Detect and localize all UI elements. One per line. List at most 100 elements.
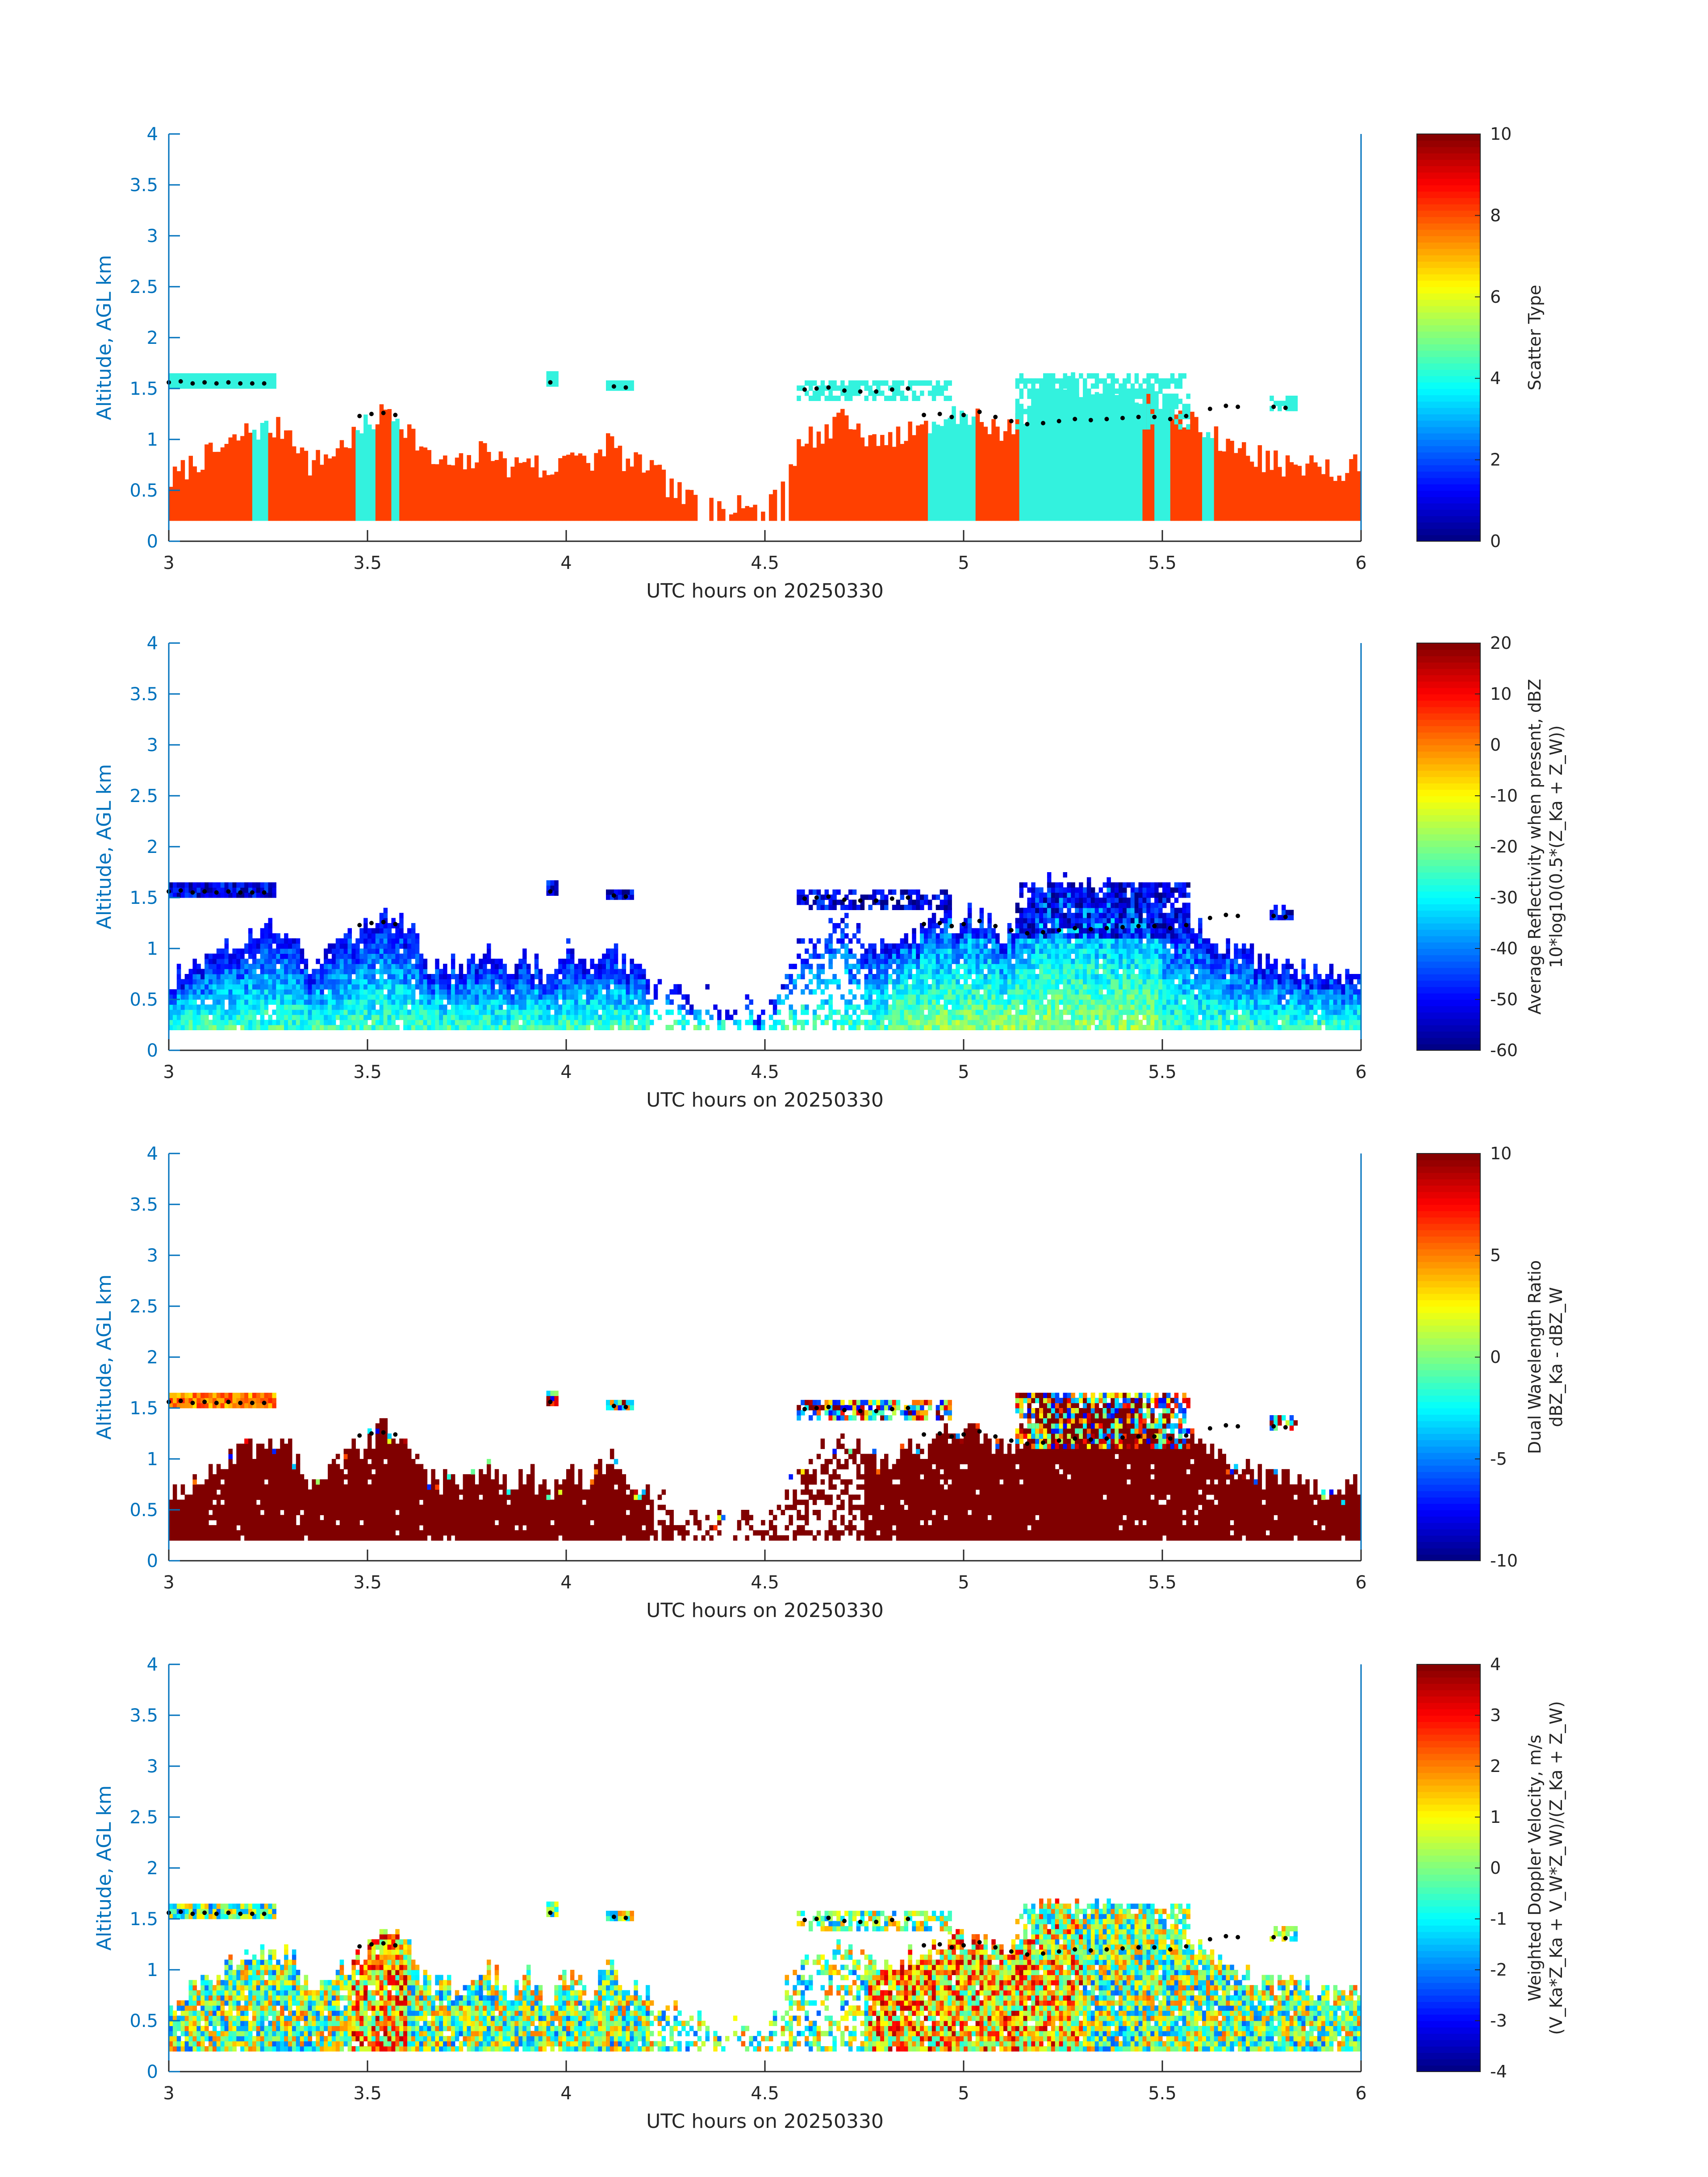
- data-cell: [912, 979, 916, 985]
- data-cell: [1083, 1025, 1087, 1030]
- data-cell: [1102, 918, 1107, 923]
- layer-cell: [240, 882, 245, 888]
- layer-cell: [1111, 383, 1115, 389]
- data-cell: [220, 994, 225, 1000]
- data-cell: [952, 1020, 956, 1025]
- data-cell: [1067, 892, 1071, 898]
- data-cell: [1035, 938, 1040, 944]
- data-cell: [558, 964, 563, 969]
- rain-column: [753, 505, 757, 521]
- data-cell: [1055, 949, 1060, 954]
- layer-cell: [816, 390, 821, 396]
- layer-cell: [1123, 907, 1127, 913]
- data-cell: [944, 979, 948, 985]
- data-cell: [614, 1009, 618, 1015]
- data-cell: [916, 964, 920, 969]
- data-cell: [892, 989, 897, 995]
- data-cell: [240, 958, 245, 964]
- layer-cell: [852, 380, 857, 386]
- data-cell: [872, 1009, 877, 1015]
- data-cell: [916, 958, 920, 964]
- rain-column: [312, 460, 316, 521]
- data-cell: [363, 994, 368, 1000]
- data-cell: [244, 989, 249, 995]
- data-cell: [355, 1020, 360, 1025]
- data-cell: [1071, 928, 1075, 934]
- data-cell: [184, 1025, 189, 1030]
- data-cell: [176, 994, 181, 1000]
- layer-cell: [1111, 923, 1115, 928]
- data-cell: [578, 1004, 583, 1010]
- data-cell: [964, 989, 968, 995]
- data-cell: [483, 979, 487, 985]
- data-cell: [232, 984, 237, 990]
- data-cell: [411, 1009, 416, 1015]
- data-cell: [479, 958, 483, 964]
- data-cell: [618, 1004, 622, 1010]
- data-cell: [296, 943, 301, 949]
- rain-column: [840, 409, 845, 521]
- layer-cell: [1107, 933, 1111, 939]
- data-cell: [944, 994, 948, 1000]
- data-cell: [439, 1004, 443, 1010]
- data-cell: [530, 1004, 535, 1010]
- layer-cell: [1051, 409, 1056, 414]
- data-cell: [964, 1015, 968, 1020]
- data-cell: [1075, 989, 1079, 995]
- data-cell: [991, 933, 996, 939]
- data-cell: [467, 999, 471, 1005]
- data-cell: [995, 979, 1000, 985]
- layer-cell: [172, 373, 177, 379]
- rain-column: [483, 443, 487, 521]
- data-cell: [1047, 979, 1052, 985]
- data-cell: [896, 958, 901, 964]
- data-cell: [248, 953, 253, 959]
- data-cell: [284, 949, 288, 954]
- data-cell: [1130, 928, 1135, 934]
- data-cell: [900, 943, 905, 949]
- data-cell: [1079, 943, 1083, 949]
- data-cell: [196, 1004, 201, 1010]
- data-cell: [205, 984, 209, 990]
- layer-cell: [1027, 378, 1031, 384]
- data-cell: [602, 953, 606, 959]
- data-cell: [455, 999, 459, 1005]
- data-cell: [475, 1020, 479, 1025]
- data-cell: [188, 994, 193, 1000]
- data-cell: [590, 1004, 594, 1010]
- data-cell: [176, 1025, 181, 1030]
- data-cell: [876, 984, 881, 990]
- data-cell: [967, 928, 972, 934]
- data-cell: [371, 928, 376, 934]
- data-cell: [1051, 933, 1056, 939]
- layer-cell: [1111, 378, 1115, 384]
- data-cell: [642, 989, 646, 995]
- data-cell: [399, 933, 404, 939]
- layer-cell: [927, 390, 932, 396]
- layer-cell: [896, 899, 901, 905]
- layer-cell: [618, 889, 622, 895]
- layer-cell: [868, 390, 873, 396]
- layer-cell: [860, 899, 865, 905]
- data-cell: [526, 984, 531, 990]
- data-cell: [912, 994, 916, 1000]
- layer-cell: [1055, 903, 1060, 908]
- data-cell: [1123, 933, 1127, 939]
- data-cell: [975, 1015, 980, 1020]
- layer-cell: [1075, 923, 1079, 928]
- data-cell: [252, 958, 257, 964]
- data-cell: [999, 1020, 1004, 1025]
- data-cell: [940, 969, 944, 974]
- data-cell: [371, 933, 376, 939]
- layer-cell: [1063, 383, 1067, 389]
- data-cell: [983, 964, 988, 969]
- data-cell: [693, 1025, 698, 1030]
- data-cell: [411, 994, 416, 1000]
- data-cell: [1126, 949, 1131, 954]
- data-cell: [1039, 974, 1044, 979]
- data-cell: [526, 974, 531, 979]
- data-cell: [773, 1025, 777, 1030]
- rain-column: [316, 450, 320, 521]
- data-cell: [1031, 949, 1036, 954]
